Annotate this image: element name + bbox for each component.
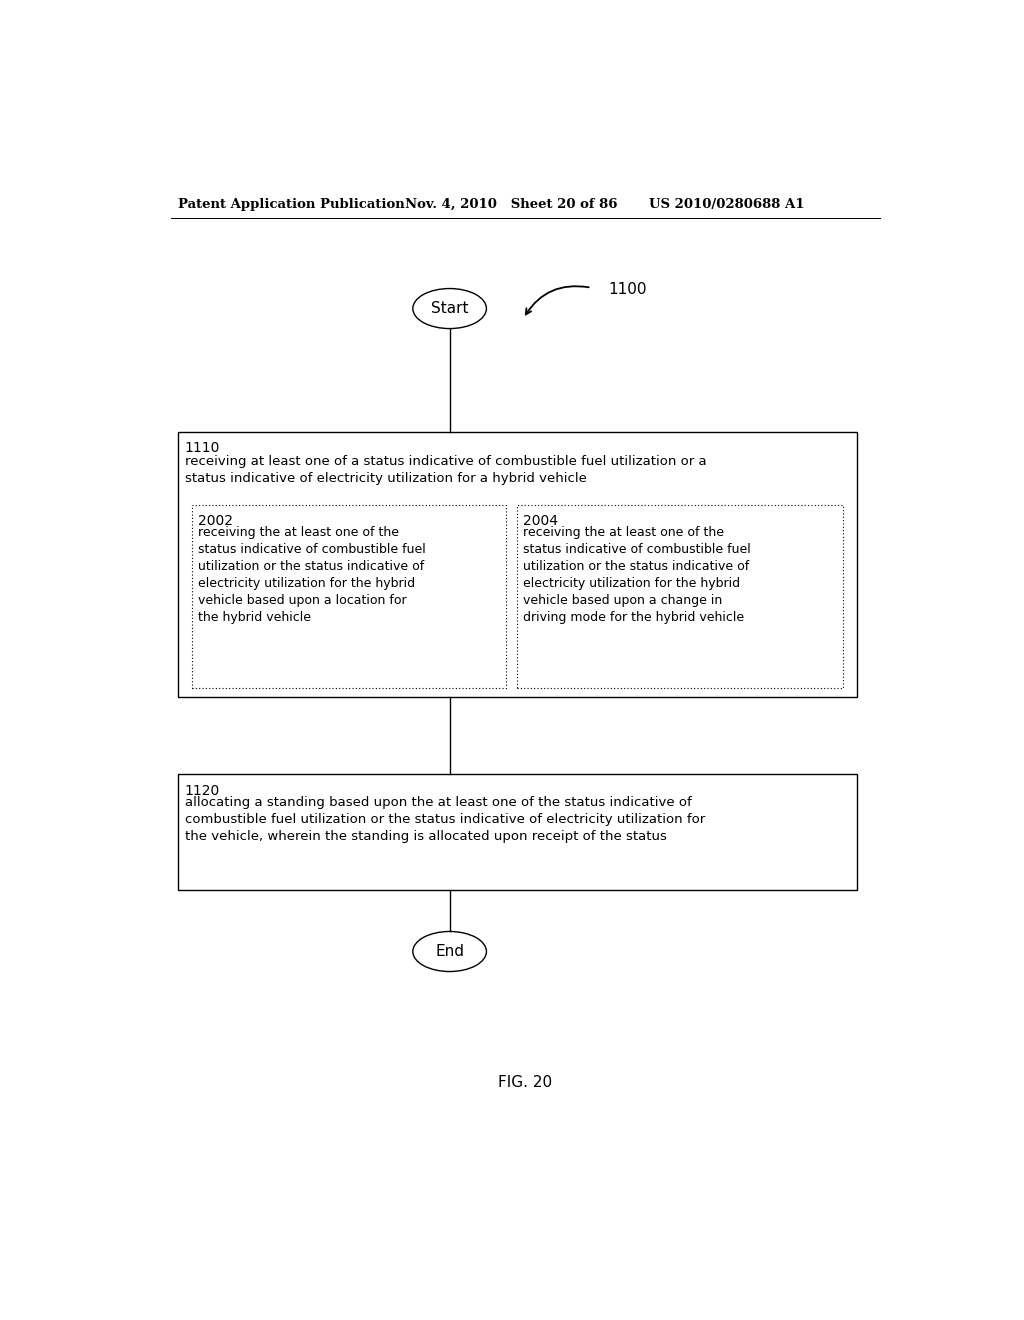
Text: US 2010/0280688 A1: US 2010/0280688 A1	[649, 198, 804, 211]
Text: 1100: 1100	[608, 281, 647, 297]
Text: 1110: 1110	[184, 441, 220, 455]
Text: receiving the at least one of the
status indicative of combustible fuel
utilizat: receiving the at least one of the status…	[523, 527, 751, 624]
Text: Patent Application Publication: Patent Application Publication	[178, 198, 406, 211]
Text: Start: Start	[431, 301, 468, 315]
Bar	[178, 775, 856, 890]
Text: receiving the at least one of the
status indicative of combustible fuel
utilizat: receiving the at least one of the status…	[198, 527, 426, 624]
Ellipse shape	[413, 289, 486, 329]
Text: FIG. 20: FIG. 20	[498, 1074, 552, 1090]
Bar	[517, 506, 843, 688]
Text: receiving at least one of a status indicative of combustible fuel utilization or: receiving at least one of a status indic…	[184, 455, 707, 484]
Text: End: End	[435, 944, 464, 960]
Text: Nov. 4, 2010   Sheet 20 of 86: Nov. 4, 2010 Sheet 20 of 86	[406, 198, 617, 211]
Text: 2004: 2004	[523, 515, 558, 528]
Text: 1120: 1120	[184, 784, 220, 797]
Bar	[178, 432, 856, 697]
Text: allocating a standing based upon the at least one of the status indicative of
co: allocating a standing based upon the at …	[184, 796, 705, 843]
Ellipse shape	[413, 932, 486, 972]
Text: 2002: 2002	[198, 515, 232, 528]
Bar	[191, 506, 506, 688]
